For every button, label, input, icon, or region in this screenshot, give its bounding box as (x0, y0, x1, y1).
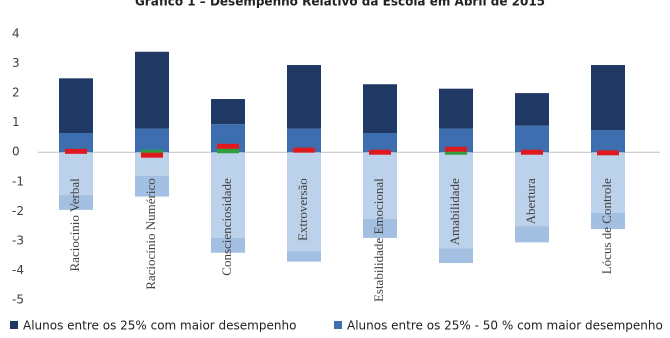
bar-segment (287, 65, 321, 129)
bar-segment (211, 152, 245, 238)
bar-segment (135, 175, 169, 197)
y-tick-label: 2 (12, 86, 20, 100)
marker (445, 146, 467, 152)
bar-segment (287, 152, 321, 252)
bar-segment (135, 51, 169, 129)
marker (521, 149, 543, 155)
marker (217, 143, 239, 149)
x-tick-label: Raciocínio Numérico (143, 178, 158, 290)
x-tick-label: Abertura (523, 178, 538, 224)
bar-segment (211, 237, 245, 253)
x-tick-label: Lócus de Controle (599, 178, 614, 274)
y-tick-label: 4 (12, 27, 20, 41)
legend-swatch (334, 321, 342, 329)
y-tick-label: -2 (12, 204, 24, 218)
legend-label: Alunos entre os 25% com maior desempenho (23, 319, 296, 333)
bar-segment (439, 128, 473, 153)
y-tick-label: -1 (12, 174, 24, 188)
bar-segment (363, 152, 397, 219)
marker (293, 147, 315, 153)
legend-label: Alunos entre os 25% - 50 % com maior des… (347, 319, 663, 333)
marker (141, 149, 163, 155)
bar-segment (591, 65, 625, 131)
bar-segment (591, 152, 625, 213)
marker (65, 148, 87, 154)
bar-segment (59, 78, 93, 134)
x-tick-label: Conscienciosidade (219, 178, 234, 276)
bar-segment (515, 152, 549, 227)
y-tick-label: 0 (12, 145, 20, 159)
x-tick-label: Estabilidade Emocional (371, 178, 386, 302)
bar-segment (135, 152, 169, 176)
legend-swatch (10, 321, 18, 329)
bar-segment (211, 99, 245, 125)
bar-segment (59, 152, 93, 196)
x-tick-label: Raciocínio Verbal (67, 178, 82, 272)
marker (217, 148, 239, 154)
bar-segment (363, 218, 397, 238)
marker (141, 152, 163, 158)
y-tick-label: -5 (12, 293, 24, 307)
y-tick-label: 1 (12, 115, 20, 129)
bar-segment (287, 251, 321, 262)
bar-segment (439, 152, 473, 249)
bar-segment (439, 88, 473, 129)
marker (369, 149, 391, 155)
bar-segment (363, 133, 397, 153)
marker (597, 150, 619, 156)
marker (445, 149, 467, 155)
bar-segment (515, 125, 549, 153)
y-tick-label: -3 (12, 233, 24, 247)
bar-segment (363, 84, 397, 134)
bar-segment (591, 130, 625, 153)
bar-segment (515, 226, 549, 243)
bar-segment (515, 93, 549, 126)
y-tick-label: -4 (12, 263, 24, 277)
bar-segment (59, 133, 93, 153)
chart-title: Gráfico 1 – Desempenho Relativo da Escol… (135, 0, 545, 9)
bar-segment (135, 128, 169, 153)
bar-segment (591, 212, 625, 230)
y-tick-label: 3 (12, 56, 20, 70)
x-tick-label: Amabilidade (447, 178, 462, 245)
bar-segment (287, 128, 321, 153)
bar-segment (59, 195, 93, 210)
x-tick-label: Extroversão (295, 178, 310, 241)
bar-segment (439, 248, 473, 264)
